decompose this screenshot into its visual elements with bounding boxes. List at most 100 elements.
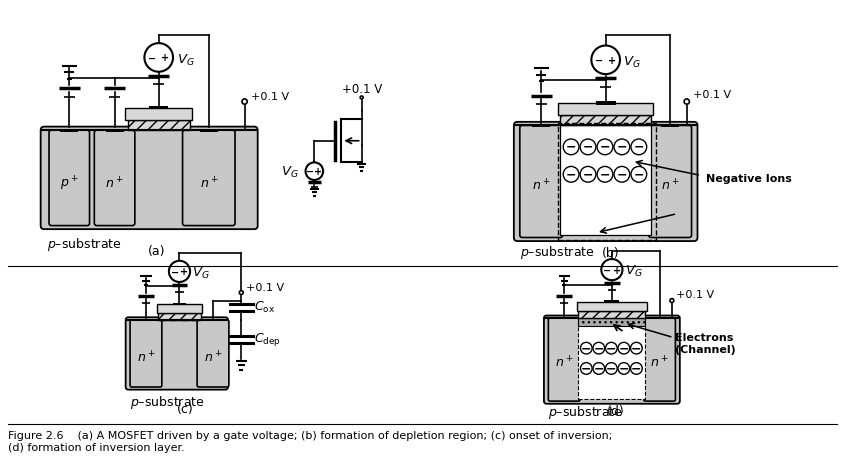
Bar [60, 129, 78, 132]
Text: −: − [605, 341, 616, 355]
Circle shape [580, 167, 595, 183]
Bar [125, 109, 192, 121]
Text: −: − [565, 168, 576, 181]
Text: $V_{\mathregular{G}}$: $V_{\mathregular{G}}$ [624, 264, 641, 279]
Text: −: − [605, 362, 616, 375]
FancyBboxPatch shape [544, 316, 679, 404]
FancyBboxPatch shape [519, 126, 562, 238]
FancyBboxPatch shape [95, 131, 135, 226]
Text: +0.1 V: +0.1 V [246, 283, 284, 293]
Text: $C_{\mathregular{dep}}$: $C_{\mathregular{dep}}$ [254, 330, 281, 347]
Bar [557, 317, 571, 319]
Text: $p$–substrate: $p$–substrate [548, 403, 622, 420]
Circle shape [614, 140, 629, 156]
Text: $p$–substrate: $p$–substrate [46, 236, 122, 252]
FancyBboxPatch shape [130, 320, 162, 387]
Circle shape [617, 363, 629, 375]
Text: +0.1 V: +0.1 V [250, 91, 289, 101]
FancyBboxPatch shape [197, 320, 229, 387]
Text: $p^+$: $p^+$ [60, 174, 78, 192]
Circle shape [239, 291, 243, 295]
Circle shape [306, 163, 322, 180]
Circle shape [563, 140, 578, 156]
Text: (a): (a) [148, 244, 165, 257]
Circle shape [684, 100, 689, 105]
Text: −: − [599, 140, 609, 153]
Text: $n^+$: $n^+$ [660, 178, 679, 193]
Text: −: − [630, 362, 641, 375]
Bar [577, 318, 645, 399]
FancyBboxPatch shape [548, 318, 580, 401]
Circle shape [617, 343, 629, 354]
FancyBboxPatch shape [513, 123, 696, 242]
Text: −: − [618, 341, 629, 355]
Text: −: − [565, 140, 576, 153]
Bar [660, 125, 679, 128]
Circle shape [580, 343, 592, 354]
Text: $n^+$: $n^+$ [555, 355, 573, 370]
Text: $V_{\mathregular{G}}$: $V_{\mathregular{G}}$ [280, 164, 298, 179]
FancyBboxPatch shape [126, 317, 228, 390]
Circle shape [597, 140, 612, 156]
Text: $n^+$: $n^+$ [203, 349, 222, 365]
Bar [532, 125, 549, 128]
Text: Figure 2.6    (a) A MOSFET driven by a gate voltage; (b) formation of depletion : Figure 2.6 (a) A MOSFET driven by a gate… [8, 430, 612, 452]
Circle shape [630, 140, 646, 156]
Text: −: − [170, 267, 179, 277]
Circle shape [592, 363, 604, 375]
Text: −: − [148, 53, 156, 63]
Text: −: − [630, 341, 641, 355]
Circle shape [669, 299, 673, 303]
Circle shape [605, 343, 616, 354]
Bar [156, 305, 203, 313]
Circle shape [563, 167, 578, 183]
Text: (c): (c) [176, 402, 193, 416]
Circle shape [241, 100, 247, 105]
Text: +0.1 V: +0.1 V [341, 82, 381, 95]
Text: +: + [608, 56, 615, 66]
FancyBboxPatch shape [643, 318, 674, 401]
Text: −: − [616, 168, 626, 181]
Bar [576, 302, 647, 311]
Circle shape [630, 363, 641, 375]
Bar [127, 121, 190, 131]
Circle shape [630, 343, 641, 354]
Bar [577, 318, 645, 327]
Text: $V_{\mathregular{G}}$: $V_{\mathregular{G}}$ [622, 55, 640, 70]
Text: +0.1 V: +0.1 V [675, 290, 713, 300]
Text: −: − [582, 140, 592, 153]
FancyBboxPatch shape [648, 126, 690, 238]
Circle shape [169, 261, 190, 282]
Bar [149, 107, 168, 110]
Text: $n^+$: $n^+$ [106, 176, 124, 191]
FancyBboxPatch shape [41, 128, 257, 230]
Text: $p$–substrate: $p$–substrate [130, 393, 204, 410]
Text: $n^+$: $n^+$ [199, 176, 218, 191]
Text: (d): (d) [606, 404, 624, 417]
Circle shape [144, 44, 173, 73]
Bar [560, 116, 650, 126]
Bar [139, 319, 153, 321]
Bar [106, 129, 123, 132]
Text: −: − [633, 168, 643, 181]
Bar [158, 313, 200, 320]
Bar [577, 311, 645, 318]
Text: $n^+$: $n^+$ [650, 355, 668, 370]
Text: −: − [581, 341, 591, 355]
Text: +: + [161, 53, 169, 63]
Circle shape [597, 167, 612, 183]
Text: −: − [592, 362, 603, 375]
Text: −: − [633, 140, 643, 153]
Circle shape [592, 343, 604, 354]
Text: −: − [306, 167, 314, 177]
Bar [557, 104, 652, 116]
Text: $p$–substrate: $p$–substrate [519, 244, 594, 261]
Bar [652, 317, 665, 319]
Bar [603, 301, 619, 303]
FancyBboxPatch shape [49, 131, 89, 226]
Circle shape [630, 167, 646, 183]
Circle shape [580, 140, 595, 156]
Text: +: + [314, 167, 322, 177]
Text: $V_{\mathregular{G}}$: $V_{\mathregular{G}}$ [192, 266, 209, 280]
Circle shape [614, 167, 629, 183]
